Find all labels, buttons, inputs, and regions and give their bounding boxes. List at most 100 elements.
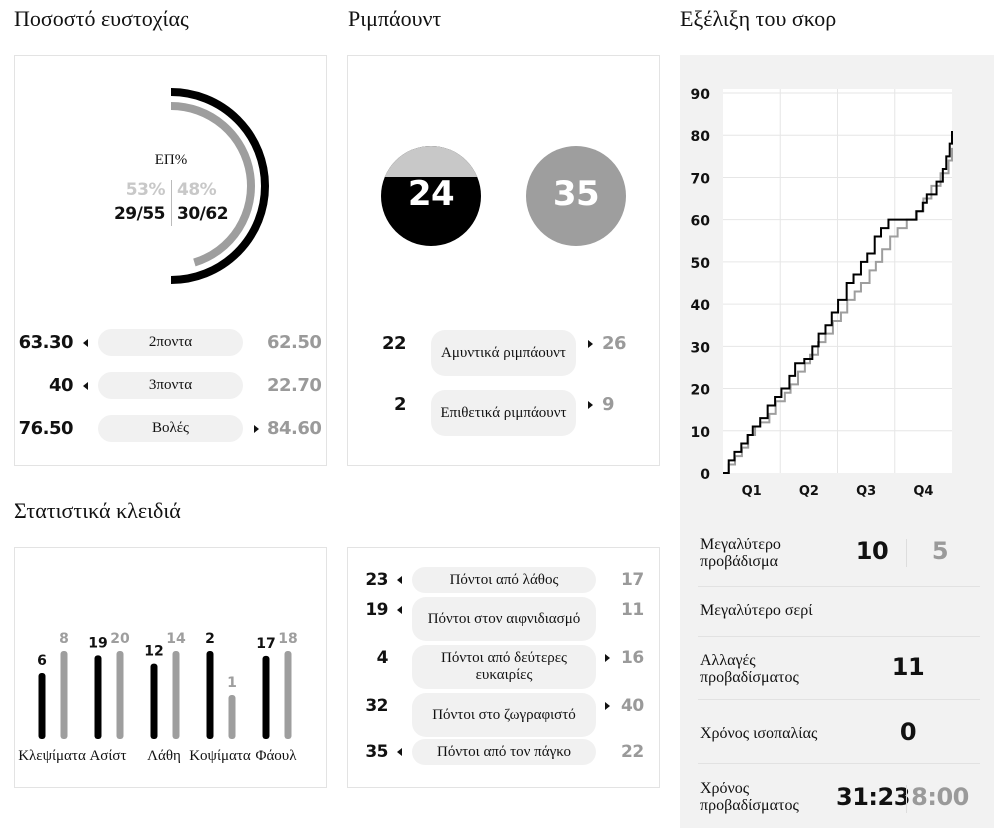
x-tick-label-0: Q1	[742, 484, 762, 499]
shooting-title: Ποσοστό ευστοχίας	[14, 6, 189, 31]
bar-label-team1-4: 17	[256, 636, 275, 652]
stat-label-pill: Πόντοι από τον πάγκο	[412, 739, 596, 765]
bar-team2-3	[228, 695, 236, 739]
bar-team1-0	[38, 673, 46, 739]
key-stats-panel: 6 8 Κλεψίματα 19 20 Ασίστ 12 14 Λάθη 2 1 Κοψίματα 17…	[14, 547, 327, 788]
bar-label-team2-3: 1	[227, 675, 237, 691]
y-tick-label-9: 90	[691, 87, 711, 103]
lead-label: Χρόνος ισοπαλίας	[700, 725, 818, 742]
arrow-left-icon	[397, 576, 402, 584]
bar-team1-1	[94, 655, 102, 739]
team1-value: 22	[381, 333, 407, 354]
bar-label-team1-2: 12	[144, 644, 163, 660]
stat-label-pill: Πόντοι από δεύτερες ευκαιρίες	[412, 645, 596, 689]
team2-rebounds-total: 35	[552, 174, 600, 214]
team1-value: 19	[365, 600, 388, 620]
lead-label: Μεγαλύτερο προβάδισμα	[700, 536, 781, 570]
arrow-right-icon	[605, 702, 610, 710]
bar-team2-4	[284, 651, 292, 739]
team2-value: 22.70	[267, 375, 322, 396]
team1-fg-pct: 53%	[125, 180, 166, 200]
shooting-gauge	[170, 88, 269, 284]
divider	[906, 539, 907, 567]
y-tick-label-5: 50	[691, 256, 711, 272]
separator	[698, 586, 980, 587]
arrow-left-icon	[83, 339, 88, 347]
team1-value: 10	[855, 537, 889, 565]
x-tick-label-2: Q3	[856, 484, 876, 499]
bar-label-team2-0: 8	[59, 631, 69, 647]
team2-rebounds-circle: 35	[526, 146, 626, 246]
y-tick-label-1: 10	[691, 425, 711, 441]
team1-value: 32	[365, 696, 388, 716]
divider	[906, 785, 907, 813]
team1-value: 0	[899, 718, 917, 746]
bar-label-team1-0: 6	[37, 653, 47, 669]
score-progression-chart: 0 10 20 30 40 50 60 70 80 90 Q1 Q2 Q3 Q4	[691, 87, 953, 499]
bar-label-team2-1: 20	[110, 631, 130, 647]
category-label-2: Λάθη	[147, 748, 181, 764]
team1-value: 63.30	[18, 332, 74, 353]
team1-value: 23	[365, 570, 388, 590]
team2-value: 9	[602, 394, 615, 415]
arrow-right-icon	[605, 654, 610, 662]
x-tick-label-3: Q4	[913, 484, 933, 499]
bar-team2-0	[60, 651, 68, 739]
stat-label-pill: Επιθετικά ριμπάουντ	[431, 390, 576, 436]
fg-center-label: ΕΠ%	[154, 152, 188, 168]
team2-fg-made: 30/62	[177, 204, 229, 224]
bar-team2-1	[116, 651, 124, 739]
bar-label-team2-2: 14	[166, 631, 186, 647]
shooting-panel: ΕΠ% 53% 48% 29/55 30/62 63.30 2ποντα 62.…	[14, 55, 327, 466]
stat-label-pill: Πόντοι στο ζωγραφιστό	[412, 693, 596, 737]
arrow-left-icon	[397, 606, 402, 614]
arrow-right-icon	[254, 425, 259, 433]
stat-label-pill: Αμυντικά ριμπάουντ	[431, 330, 576, 376]
team1-rebounds-circle: 24	[381, 146, 481, 246]
stat-label-pill: 3ποντα	[98, 372, 243, 399]
bar-team1-2	[150, 663, 158, 739]
fg-divider	[171, 180, 172, 226]
team2-value: 22	[621, 742, 644, 762]
points-panel: 23 Πόντοι από λάθος 17 19 Πόντοι στον αι…	[347, 547, 660, 788]
y-tick-label-7: 70	[691, 171, 711, 187]
lead-label: Μεγαλύτερο σερί	[700, 602, 813, 619]
team1-value: 11	[891, 653, 925, 681]
y-tick-label-6: 60	[691, 214, 711, 230]
arrow-left-icon	[397, 748, 402, 756]
lead-label: Αλλαγές προβαδίσματος	[700, 652, 799, 686]
arrow-right-icon	[588, 401, 593, 409]
team1-value: 2	[393, 394, 407, 415]
x-tick-label-1: Q2	[799, 484, 819, 499]
separator	[698, 699, 980, 700]
team1-value: 31:23	[836, 783, 910, 811]
team2-value: 40	[621, 696, 644, 716]
separator	[698, 763, 980, 764]
bar-label-team1-1: 19	[88, 635, 107, 651]
category-label-3: Κοψίματα	[189, 748, 251, 764]
category-label-1: Ασίστ	[89, 748, 126, 764]
separator	[698, 636, 980, 637]
y-tick-label-4: 40	[691, 298, 711, 314]
team1-value: 40	[48, 375, 74, 396]
team2-shooting-arc	[170, 102, 255, 267]
team2-fg-pct: 48%	[177, 180, 217, 200]
team2-value: 17	[621, 570, 644, 590]
stat-label-pill: Πόντοι από λάθος	[412, 567, 596, 593]
score-panel: 0 10 20 30 40 50 60 70 80 90 Q1 Q2 Q3 Q4 Μεγαλύτερο π…	[680, 55, 994, 828]
team2-value: 8:00	[911, 783, 969, 811]
arrow-right-icon	[588, 340, 593, 348]
y-tick-label-3: 30	[691, 340, 711, 356]
lead-label: Χρόνος προβαδίσματος	[700, 780, 799, 814]
team1-value: 35	[365, 742, 388, 762]
team1-shooting-arc	[170, 88, 269, 284]
bar-team1-4	[262, 655, 270, 739]
key-stats-title: Στατιστικά κλειδιά	[14, 498, 181, 523]
team2-value: 5	[931, 537, 949, 565]
team2-value: 11	[621, 600, 644, 620]
category-label-0: Κλεψίματα	[18, 748, 86, 764]
bar-team2-2	[172, 651, 180, 739]
y-tick-label-0: 0	[700, 467, 710, 483]
stat-label-pill: Πόντοι στον αιφνιδιασμό	[412, 597, 596, 641]
